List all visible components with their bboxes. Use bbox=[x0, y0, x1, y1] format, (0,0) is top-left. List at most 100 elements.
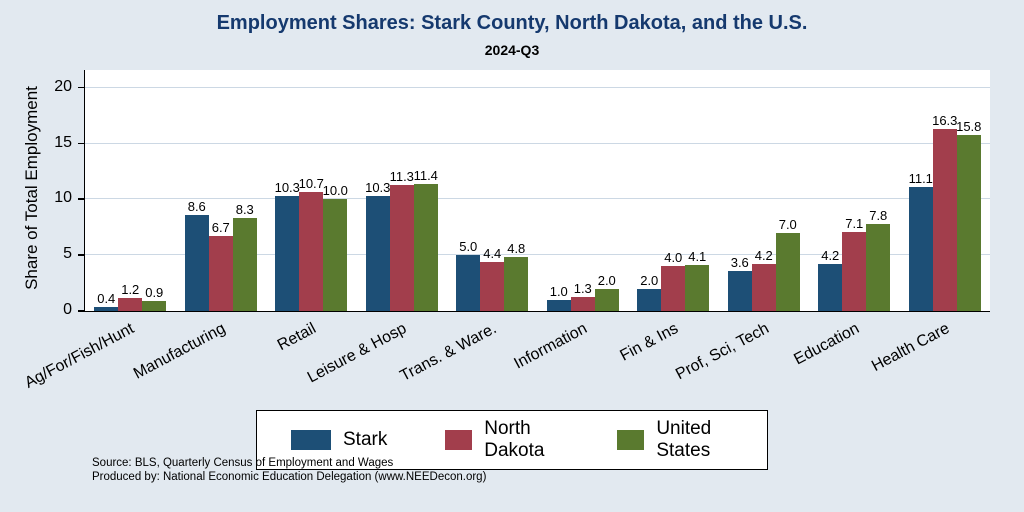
bar-stark: 1.0 bbox=[546, 284, 571, 311]
bar-united_states: 7.8 bbox=[866, 208, 891, 311]
bar-stark: 5.0 bbox=[456, 239, 481, 311]
bar-value-label: 1.3 bbox=[573, 280, 592, 296]
bar-north_dakota: 6.7 bbox=[208, 220, 233, 311]
bar-north_dakota: 7.1 bbox=[842, 216, 867, 311]
bar-united_states: 2.0 bbox=[594, 273, 619, 311]
x-axis-category-label: Health Care bbox=[869, 320, 953, 376]
bar-value-label: 2.0 bbox=[640, 272, 659, 288]
bar-group: 11.1 16.3 15.8 bbox=[900, 70, 991, 311]
y-tick-label: 0 bbox=[63, 301, 72, 318]
bar-north_dakota: 4.4 bbox=[480, 246, 505, 311]
bar-value-label: 10.3 bbox=[365, 180, 391, 196]
bar-value-label: 1.2 bbox=[121, 281, 140, 297]
bar-north_dakota: 4.0 bbox=[661, 250, 686, 311]
gridline bbox=[85, 198, 990, 200]
y-tick-label: 5 bbox=[63, 245, 72, 263]
bar-stark: 8.6 bbox=[184, 199, 209, 311]
bar-value-label: 15.8 bbox=[956, 118, 982, 134]
bar-group: 10.3 10.7 10.0 bbox=[266, 70, 357, 311]
bar-value-label: 7.8 bbox=[869, 208, 888, 224]
legend-swatch-stark bbox=[291, 430, 331, 450]
bar-north_dakota: 4.2 bbox=[751, 248, 776, 311]
legend: Stark North Dakota United States bbox=[256, 410, 768, 470]
legend-entry: North Dakota bbox=[445, 418, 559, 462]
bar-united_states: 4.1 bbox=[685, 249, 710, 311]
gridline bbox=[85, 254, 990, 256]
bar-united_states: 7.0 bbox=[775, 217, 800, 311]
x-axis-category-label: Trans. & Ware. bbox=[397, 320, 500, 385]
bar-united_states: 15.8 bbox=[956, 119, 981, 311]
bar-stark: 0.4 bbox=[94, 291, 119, 311]
bar-united_states: 4.8 bbox=[504, 241, 529, 311]
gridline bbox=[85, 86, 990, 88]
source-line-1: Source: BLS, Quarterly Census of Employm… bbox=[92, 457, 394, 469]
bar-value-label: 4.2 bbox=[821, 248, 840, 264]
x-axis-category-label: Information bbox=[511, 320, 591, 373]
bar-value-label: 7.1 bbox=[845, 215, 864, 231]
y-tick-label: 15 bbox=[54, 133, 72, 151]
bar-value-label: 11.4 bbox=[413, 167, 438, 183]
bar-value-label: 7.0 bbox=[778, 216, 797, 232]
bar-value-label: 4.1 bbox=[688, 249, 707, 265]
chart-title: Employment Shares: Stark County, North D… bbox=[216, 12, 808, 34]
bar-group: 3.6 4.2 7.0 bbox=[719, 70, 810, 311]
bar-united_states: 0.9 bbox=[142, 285, 167, 311]
bar-value-label: 6.7 bbox=[211, 220, 230, 236]
bar-stark: 10.3 bbox=[275, 180, 300, 311]
legend-entry: Stark bbox=[291, 429, 387, 451]
x-axis-category-label: Manufacturing bbox=[130, 320, 228, 383]
bar-united_states: 10.0 bbox=[323, 183, 348, 311]
bar-united_states: 8.3 bbox=[232, 202, 257, 311]
y-tick-label: 20 bbox=[54, 77, 72, 95]
bar-value-label: 5.0 bbox=[459, 239, 478, 255]
legend-label: Stark bbox=[343, 429, 388, 450]
bar-value-label: 8.6 bbox=[187, 199, 206, 215]
bar-value-label: 10.0 bbox=[322, 183, 348, 199]
x-axis-category-label: Ag/For/Fish/Hunt bbox=[22, 320, 138, 392]
bar-stark: 4.2 bbox=[818, 248, 843, 311]
y-axis-label: Share of Total Employment bbox=[22, 86, 41, 290]
y-tick-mark bbox=[78, 254, 85, 256]
bar-group: 4.2 7.1 7.8 bbox=[809, 70, 900, 311]
bar-north_dakota: 1.3 bbox=[570, 281, 595, 311]
y-tick-mark bbox=[78, 86, 85, 89]
bar-value-label: 2.0 bbox=[597, 272, 616, 288]
bar-value-label: 4.4 bbox=[483, 245, 502, 261]
bar-value-label: 8.3 bbox=[235, 202, 254, 218]
bar-value-label: 4.0 bbox=[664, 250, 683, 266]
legend-label: North Dakota bbox=[484, 418, 545, 461]
y-tick-mark bbox=[78, 142, 85, 145]
bar-value-label: 0.9 bbox=[145, 284, 164, 300]
legend-entry: United States bbox=[617, 418, 733, 462]
bar-value-label: 16.3 bbox=[932, 113, 958, 129]
x-axis-category-label: Education bbox=[791, 320, 863, 369]
chart-subtitle: 2024-Q3 bbox=[484, 42, 540, 58]
bar-stark: 2.0 bbox=[637, 273, 662, 311]
x-axis-category-label: Retail bbox=[274, 320, 319, 355]
bar-north_dakota: 16.3 bbox=[932, 113, 957, 311]
bar-group: 5.0 4.4 4.8 bbox=[447, 70, 538, 311]
bar-value-label: 4.2 bbox=[754, 248, 773, 264]
bar-value-label: 1.0 bbox=[549, 283, 568, 299]
x-axis-category-label: Prof, Sci, Tech bbox=[672, 320, 772, 384]
bar-north_dakota: 11.3 bbox=[390, 169, 414, 311]
bar-group: 1.0 1.3 2.0 bbox=[538, 70, 629, 311]
bar-group: 10.3 11.3 11.4 bbox=[357, 70, 448, 311]
bar-group: 8.6 6.7 8.3 bbox=[176, 70, 267, 311]
y-tick-label: 10 bbox=[54, 189, 72, 207]
bar-stark: 3.6 bbox=[727, 255, 752, 311]
bar-stark: 11.1 bbox=[909, 171, 933, 311]
bar-groups: 0.4 1.2 0.9 8.6 6.7 8.3 10.3 10.7 10.0 10.3 11.3 11… bbox=[85, 70, 990, 311]
x-axis-category-label: Fin & Ins bbox=[617, 320, 681, 365]
bar-value-label: 11.1 bbox=[908, 171, 933, 187]
bar-group: 2.0 4.0 4.1 bbox=[628, 70, 719, 311]
bar-value-label: 3.6 bbox=[730, 254, 749, 270]
bar-united_states: 11.4 bbox=[414, 168, 438, 311]
plot-area: 0 5 10 15 20 0.4 1.2 0.9 8.6 6.7 8.3 10.3 10.7 10.0 1… bbox=[54, 70, 990, 318]
bar-value-label: 10.7 bbox=[298, 175, 324, 191]
bar-value-label: 10.3 bbox=[274, 180, 300, 196]
y-tick-mark bbox=[78, 198, 85, 200]
legend-swatch-north_dakota bbox=[445, 430, 473, 450]
bar-north_dakota: 1.2 bbox=[118, 282, 143, 311]
gridline bbox=[85, 142, 990, 144]
